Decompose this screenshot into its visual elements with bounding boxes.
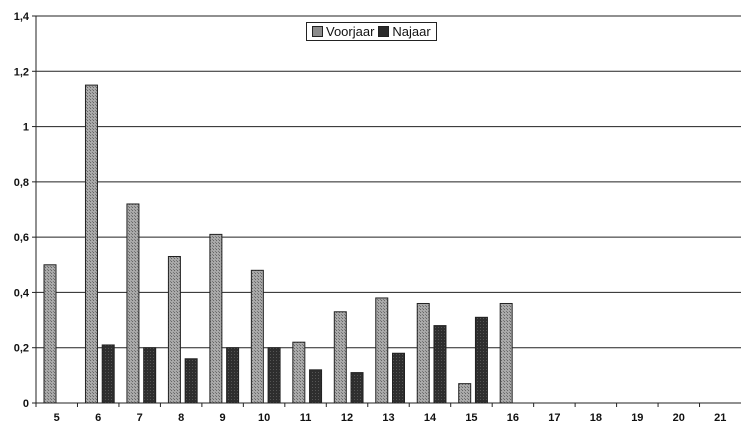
x-tick-label: 21	[714, 412, 726, 424]
legend-label-najaar: Najaar	[392, 24, 431, 39]
bar-voorjaar-6	[84, 84, 98, 404]
bar-najaar-14	[433, 325, 447, 404]
legend-swatch-voorjaar	[312, 26, 323, 37]
x-tick-label: 6	[95, 412, 101, 424]
x-tick-label: 19	[631, 412, 643, 424]
x-tick-label: 7	[137, 412, 143, 424]
bar-voorjaar-7	[126, 203, 140, 404]
bar-najaar-7	[143, 347, 157, 404]
x-tick-label: 14	[424, 412, 437, 424]
bar-voorjaar-14	[416, 302, 430, 404]
legend: Voorjaar Najaar	[306, 22, 437, 41]
y-tick-label: 0,6	[14, 232, 29, 244]
bar-voorjaar-11	[292, 341, 306, 404]
bar-najaar-11	[309, 369, 323, 404]
y-tick-label: 1,2	[14, 66, 29, 78]
y-tick-label: 1	[23, 122, 29, 134]
x-tick-label: 20	[673, 412, 685, 424]
bar-najaar-9	[226, 347, 240, 404]
x-tick-label: 9	[220, 412, 226, 424]
legend-swatch-najaar	[378, 26, 390, 37]
bar-voorjaar-8	[167, 255, 181, 404]
legend-item-voorjaar: Voorjaar	[312, 24, 374, 39]
x-tick-label: 15	[465, 412, 477, 424]
bar-najaar-10	[267, 347, 281, 404]
x-tick-label: 18	[590, 412, 602, 424]
bar-najaar-12	[350, 372, 364, 404]
bar-voorjaar-9	[209, 233, 223, 404]
bar-najaar-15	[474, 316, 488, 404]
y-tick-label: 0,2	[14, 343, 29, 355]
x-tick-label: 5	[54, 412, 60, 424]
y-tick-label: 1,4	[14, 11, 30, 23]
x-tick-label: 10	[258, 412, 270, 424]
bar-voorjaar-10	[250, 269, 264, 404]
bar-voorjaar-13	[375, 297, 389, 404]
bar-najaar-8	[184, 358, 198, 404]
x-tick-label: 16	[507, 412, 519, 424]
bar-najaar-6	[101, 344, 115, 404]
legend-item-najaar: Najaar	[378, 24, 431, 39]
x-tick-label: 8	[178, 412, 184, 424]
x-tick-label: 17	[548, 412, 560, 424]
x-tick-label: 12	[341, 412, 353, 424]
bar-voorjaar-16	[499, 302, 513, 404]
y-tick-label: 0	[23, 398, 29, 410]
bar-voorjaar-15	[458, 383, 472, 404]
legend-label-voorjaar: Voorjaar	[326, 24, 375, 39]
x-tick-label: 13	[382, 412, 394, 424]
bar-najaar-13	[392, 352, 405, 404]
y-tick-label: 0,4	[14, 287, 30, 299]
bar-voorjaar-5	[43, 264, 57, 404]
y-tick-label: 0,8	[14, 177, 29, 189]
bar-voorjaar-12	[333, 311, 347, 404]
x-tick-label: 11	[300, 412, 312, 424]
